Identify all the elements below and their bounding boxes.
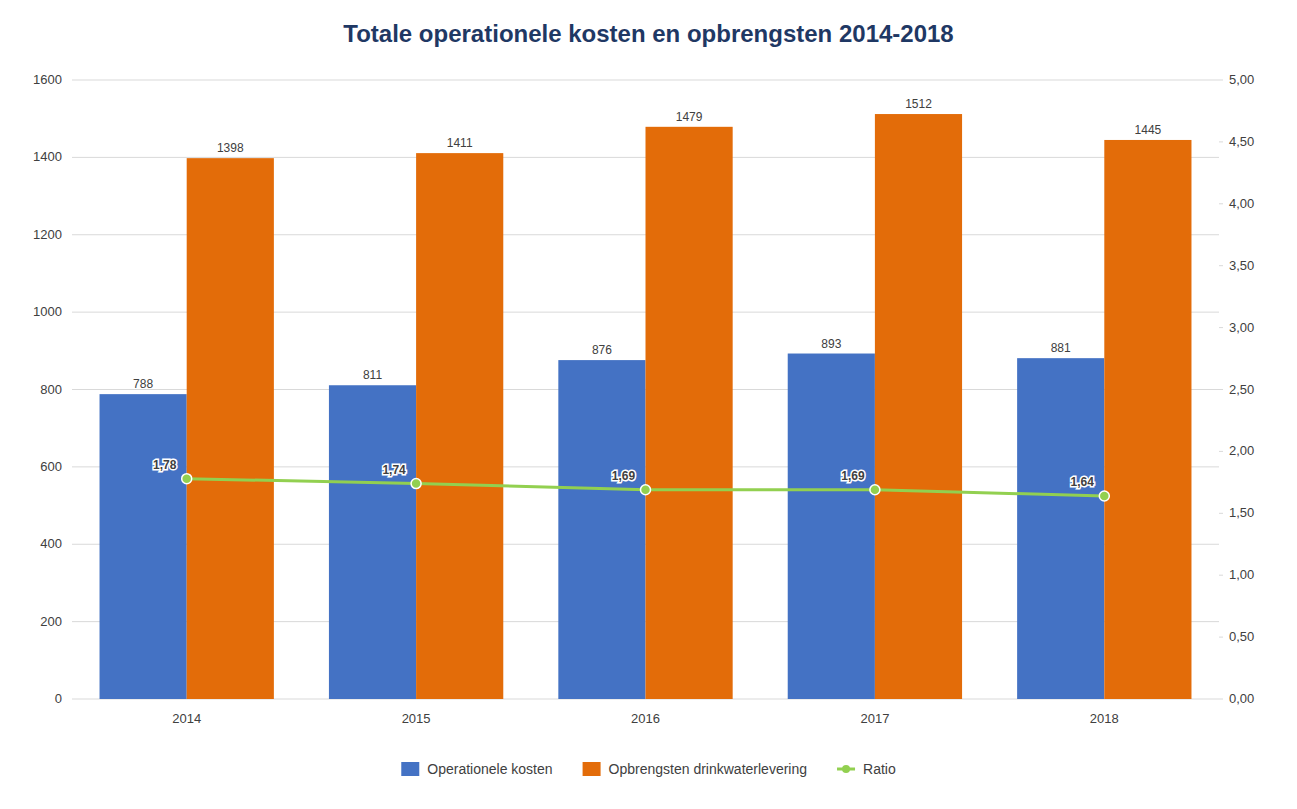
bar <box>646 127 733 699</box>
y-tick-label: 1200 <box>33 227 62 242</box>
data-label: 1479 <box>676 110 703 124</box>
legend: Operationele kosten Opbrengsten drinkwate… <box>401 761 896 777</box>
data-label: 881 <box>1051 341 1071 355</box>
data-label: 1398 <box>217 141 244 155</box>
y2-tick <box>1219 141 1223 142</box>
x-tick-label: 2018 <box>1090 711 1119 726</box>
y2-tick <box>1219 389 1223 390</box>
bar <box>875 114 962 699</box>
line-marker <box>641 485 651 495</box>
y2-tick-label: 0,00 <box>1229 691 1254 706</box>
y2-tick-label: 3,50 <box>1229 258 1254 273</box>
y2-tick-label: 4,50 <box>1229 134 1254 149</box>
y-tick-label: 1000 <box>33 304 62 319</box>
bar <box>558 360 645 699</box>
x-tick-label: 2015 <box>402 711 431 726</box>
y2-tick <box>1219 637 1223 638</box>
y2-tick-label: 5,00 <box>1229 72 1254 87</box>
line-marker <box>182 474 192 484</box>
y2-tick-label: 2,50 <box>1229 382 1254 397</box>
data-labels: 788 811 876 893 881 1398 1411 1479 1512 1445 1,78 1… <box>133 97 1161 489</box>
data-label: 893 <box>821 337 841 351</box>
y2-tick <box>1219 513 1223 514</box>
x-tick-label: 2017 <box>860 711 889 726</box>
y-tick-label: 400 <box>40 536 62 551</box>
grid <box>72 80 1219 699</box>
line-marker <box>1099 491 1109 501</box>
data-label: 788 <box>133 377 153 391</box>
y2-tick-label: 2,00 <box>1229 443 1254 458</box>
y-tick-label: 200 <box>40 614 62 629</box>
x-tick-label: 2016 <box>631 711 660 726</box>
data-label: 811 <box>363 368 382 382</box>
y2-tick-label: 0,50 <box>1229 629 1254 644</box>
bar <box>1017 358 1104 699</box>
bar <box>187 158 274 699</box>
y2-tick-label: 3,00 <box>1229 320 1254 335</box>
y2-tick <box>1219 265 1223 266</box>
line-marker <box>411 479 421 489</box>
bar <box>100 394 187 699</box>
y-tick-label: 600 <box>40 459 62 474</box>
chart: Totale operationele kosten en opbrengste… <box>0 0 1297 809</box>
legend-item: Opbrengsten drinkwaterlevering <box>583 761 807 777</box>
data-label: 876 <box>592 343 612 357</box>
data-label: 1,64 <box>1071 475 1095 489</box>
line-marker <box>870 485 880 495</box>
line <box>187 479 1105 496</box>
y2-tick <box>1219 80 1223 81</box>
bar <box>416 153 503 699</box>
legend-label: Opbrengsten drinkwaterlevering <box>609 761 807 777</box>
bar <box>329 385 416 699</box>
bar <box>788 354 875 699</box>
y-tick-label: 800 <box>40 382 62 397</box>
data-label: 1445 <box>1135 123 1162 137</box>
grid-line <box>72 80 1219 81</box>
y-tick-label: 1600 <box>33 72 62 87</box>
y2-tick <box>1219 575 1223 576</box>
y2-tick-label: 1,50 <box>1229 505 1254 520</box>
legend-swatch-marker <box>842 765 850 773</box>
y-tick-label: 0 <box>55 691 62 706</box>
legend-item: Operationele kosten <box>401 761 552 777</box>
legend-swatch <box>583 762 601 776</box>
legend-swatch <box>401 762 419 776</box>
data-label: 1411 <box>447 136 473 150</box>
y2-tick <box>1219 699 1223 700</box>
title: Totale operationele kosten en opbrengste… <box>343 20 953 47</box>
y2-tick-label: 1,00 <box>1229 567 1254 582</box>
data-label: 1,69 <box>612 469 636 483</box>
background <box>0 0 1297 809</box>
legend-label: Operationele kosten <box>427 761 552 777</box>
y2-tick-label: 4,00 <box>1229 196 1254 211</box>
legend-label: Ratio <box>863 761 896 777</box>
data-label: 1512 <box>905 97 932 111</box>
data-label: 1,74 <box>382 463 406 477</box>
data-label: 1,69 <box>841 469 865 483</box>
data-label: 1,78 <box>153 458 177 472</box>
legend-item: Ratio <box>837 761 896 777</box>
y-tick-label: 1400 <box>33 149 62 164</box>
y2-tick <box>1219 327 1223 328</box>
marks <box>100 114 1192 699</box>
x-tick-label: 2014 <box>172 711 201 726</box>
y2-tick <box>1219 203 1223 204</box>
y2-tick <box>1219 451 1223 452</box>
bar <box>1104 140 1191 699</box>
